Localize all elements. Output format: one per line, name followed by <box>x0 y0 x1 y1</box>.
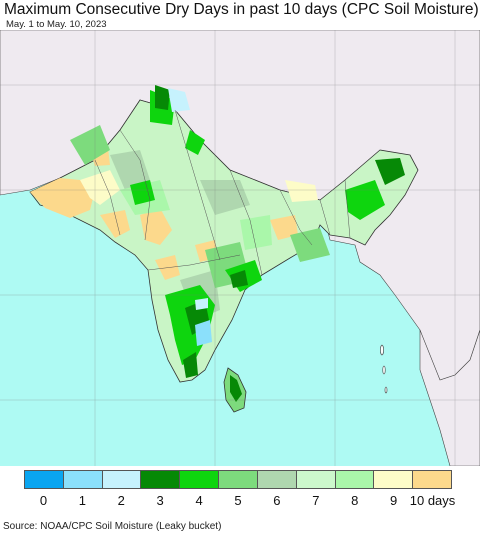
legend-label-5: 5 <box>234 493 242 508</box>
legend-label-1: 1 <box>78 493 86 508</box>
legend-swatch-9 <box>374 471 414 488</box>
legend-swatch-6 <box>257 471 297 488</box>
legend-swatch-5 <box>219 471 258 488</box>
legend-label-10: 10 days <box>409 493 456 508</box>
map-subtitle: May. 1 to May. 10, 2023 <box>6 19 107 30</box>
legend-swatch-1 <box>63 471 103 488</box>
legend-label-4: 4 <box>195 493 203 508</box>
legend-swatch-3 <box>141 471 181 488</box>
source-note: Source: NOAA/CPC Soil Moisture (Leaky bu… <box>3 521 222 532</box>
legend-label-3: 3 <box>156 493 164 508</box>
patch-dry-west <box>30 178 95 218</box>
legend-label-7: 7 <box>312 493 320 508</box>
legend-swatch-0 <box>25 471 64 488</box>
legend-label-8: 8 <box>351 493 359 508</box>
legend-swatch-10 <box>413 471 451 488</box>
legend-swatch-7 <box>296 471 336 488</box>
outside-land-east <box>419 329 480 466</box>
legend-label-0: 0 <box>39 493 48 508</box>
dry-days-map <box>0 30 480 466</box>
legend-label-6: 6 <box>273 493 281 508</box>
legend-swatch-8 <box>335 471 375 488</box>
map-title: Maximum Consecutive Dry Days in past 10 … <box>4 1 479 18</box>
legend-swatch-2 <box>102 471 142 488</box>
legend-label-2: 2 <box>117 493 125 508</box>
legend-label-9: 9 <box>390 493 398 508</box>
legend-labels: 0 1 2 3 4 5 6 7 8 9 10 days <box>24 493 455 509</box>
legend-colorbar <box>24 470 452 489</box>
legend-swatch-4 <box>180 471 220 488</box>
